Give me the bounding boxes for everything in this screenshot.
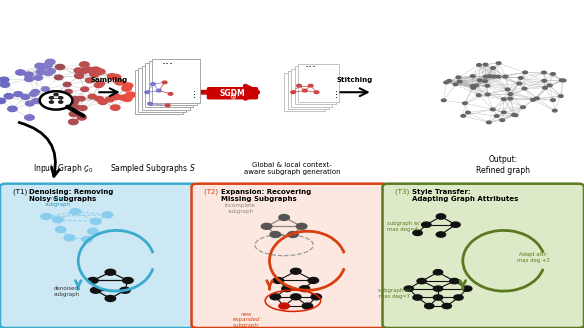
Text: Global & local context-
aware subgraph generation: Global & local context- aware subgraph g… (244, 162, 340, 175)
Circle shape (107, 74, 117, 79)
Circle shape (110, 105, 120, 110)
Circle shape (534, 97, 539, 100)
Circle shape (53, 217, 63, 223)
FancyBboxPatch shape (291, 69, 332, 107)
Circle shape (96, 81, 105, 86)
Circle shape (442, 99, 446, 102)
Circle shape (39, 64, 48, 69)
Circle shape (79, 68, 88, 73)
FancyBboxPatch shape (295, 67, 336, 104)
Circle shape (474, 84, 478, 87)
Circle shape (512, 113, 516, 116)
Circle shape (279, 303, 290, 309)
Circle shape (69, 112, 78, 116)
Text: Output:
Refined graph: Output: Refined graph (477, 155, 530, 175)
Circle shape (75, 74, 84, 78)
Circle shape (457, 80, 462, 83)
Text: (T1): (T1) (13, 189, 29, 195)
Circle shape (297, 84, 301, 87)
Circle shape (123, 96, 132, 101)
Circle shape (478, 79, 482, 82)
Circle shape (16, 70, 25, 75)
FancyBboxPatch shape (0, 184, 197, 328)
Circle shape (88, 94, 96, 99)
Circle shape (500, 119, 505, 121)
Circle shape (55, 227, 66, 233)
Circle shape (151, 83, 155, 85)
Circle shape (105, 269, 116, 275)
Circle shape (26, 101, 34, 106)
Text: Adapt attr:
max deg +3: Adapt attr: max deg +3 (517, 252, 549, 263)
Text: Input: Graph $\mathcal{G}_0$: Input: Graph $\mathcal{G}_0$ (33, 162, 93, 175)
FancyBboxPatch shape (138, 68, 186, 112)
Circle shape (433, 295, 443, 300)
Circle shape (68, 119, 78, 125)
Circle shape (49, 101, 53, 103)
Circle shape (483, 63, 488, 66)
Circle shape (463, 286, 472, 291)
Circle shape (311, 294, 321, 300)
Circle shape (54, 75, 63, 80)
Text: denoised
subgraph: denoised subgraph (54, 286, 79, 297)
Circle shape (88, 228, 98, 234)
Circle shape (456, 76, 461, 79)
Circle shape (291, 294, 301, 300)
FancyBboxPatch shape (135, 70, 183, 114)
Circle shape (521, 106, 526, 109)
Circle shape (542, 79, 547, 82)
Circle shape (471, 87, 475, 89)
Text: incomplete
subgraph: incomplete subgraph (225, 203, 256, 214)
Circle shape (417, 278, 426, 284)
Circle shape (491, 67, 495, 69)
Circle shape (297, 223, 307, 229)
FancyBboxPatch shape (207, 87, 258, 99)
Circle shape (451, 222, 460, 227)
Circle shape (21, 94, 30, 99)
Circle shape (471, 75, 475, 77)
Text: Stitching: Stitching (337, 77, 373, 83)
Text: ...: ... (329, 88, 339, 97)
Circle shape (102, 212, 113, 218)
Circle shape (49, 97, 53, 99)
Circle shape (279, 215, 290, 220)
Text: ⚙: ⚙ (229, 92, 236, 101)
Circle shape (95, 96, 103, 101)
Circle shape (413, 295, 422, 300)
Circle shape (483, 80, 488, 82)
FancyBboxPatch shape (284, 73, 325, 111)
Circle shape (453, 83, 458, 86)
Circle shape (78, 106, 87, 111)
Text: Style Transfer:
Adapting Graph Attributes: Style Transfer: Adapting Graph Attribute… (412, 189, 518, 202)
Circle shape (58, 97, 63, 99)
Circle shape (77, 115, 86, 120)
Circle shape (491, 108, 495, 111)
Circle shape (44, 71, 53, 75)
Circle shape (123, 83, 133, 88)
Circle shape (444, 81, 449, 84)
Circle shape (34, 75, 43, 80)
Circle shape (25, 115, 34, 120)
Circle shape (75, 73, 84, 78)
Circle shape (270, 232, 280, 237)
Circle shape (43, 63, 52, 68)
Circle shape (112, 94, 121, 99)
Circle shape (559, 79, 564, 82)
Circle shape (496, 62, 501, 64)
Circle shape (303, 89, 307, 92)
FancyBboxPatch shape (192, 184, 388, 328)
Circle shape (547, 84, 552, 87)
Circle shape (35, 63, 44, 69)
Circle shape (517, 82, 522, 85)
Circle shape (496, 75, 500, 78)
Circle shape (77, 96, 85, 101)
Circle shape (288, 232, 298, 237)
Circle shape (442, 303, 451, 309)
Text: ...: ... (305, 57, 317, 70)
Circle shape (558, 95, 563, 97)
Circle shape (46, 104, 54, 109)
Circle shape (32, 99, 40, 103)
Circle shape (105, 97, 114, 102)
Text: (T3): (T3) (395, 189, 412, 195)
Circle shape (503, 75, 508, 78)
